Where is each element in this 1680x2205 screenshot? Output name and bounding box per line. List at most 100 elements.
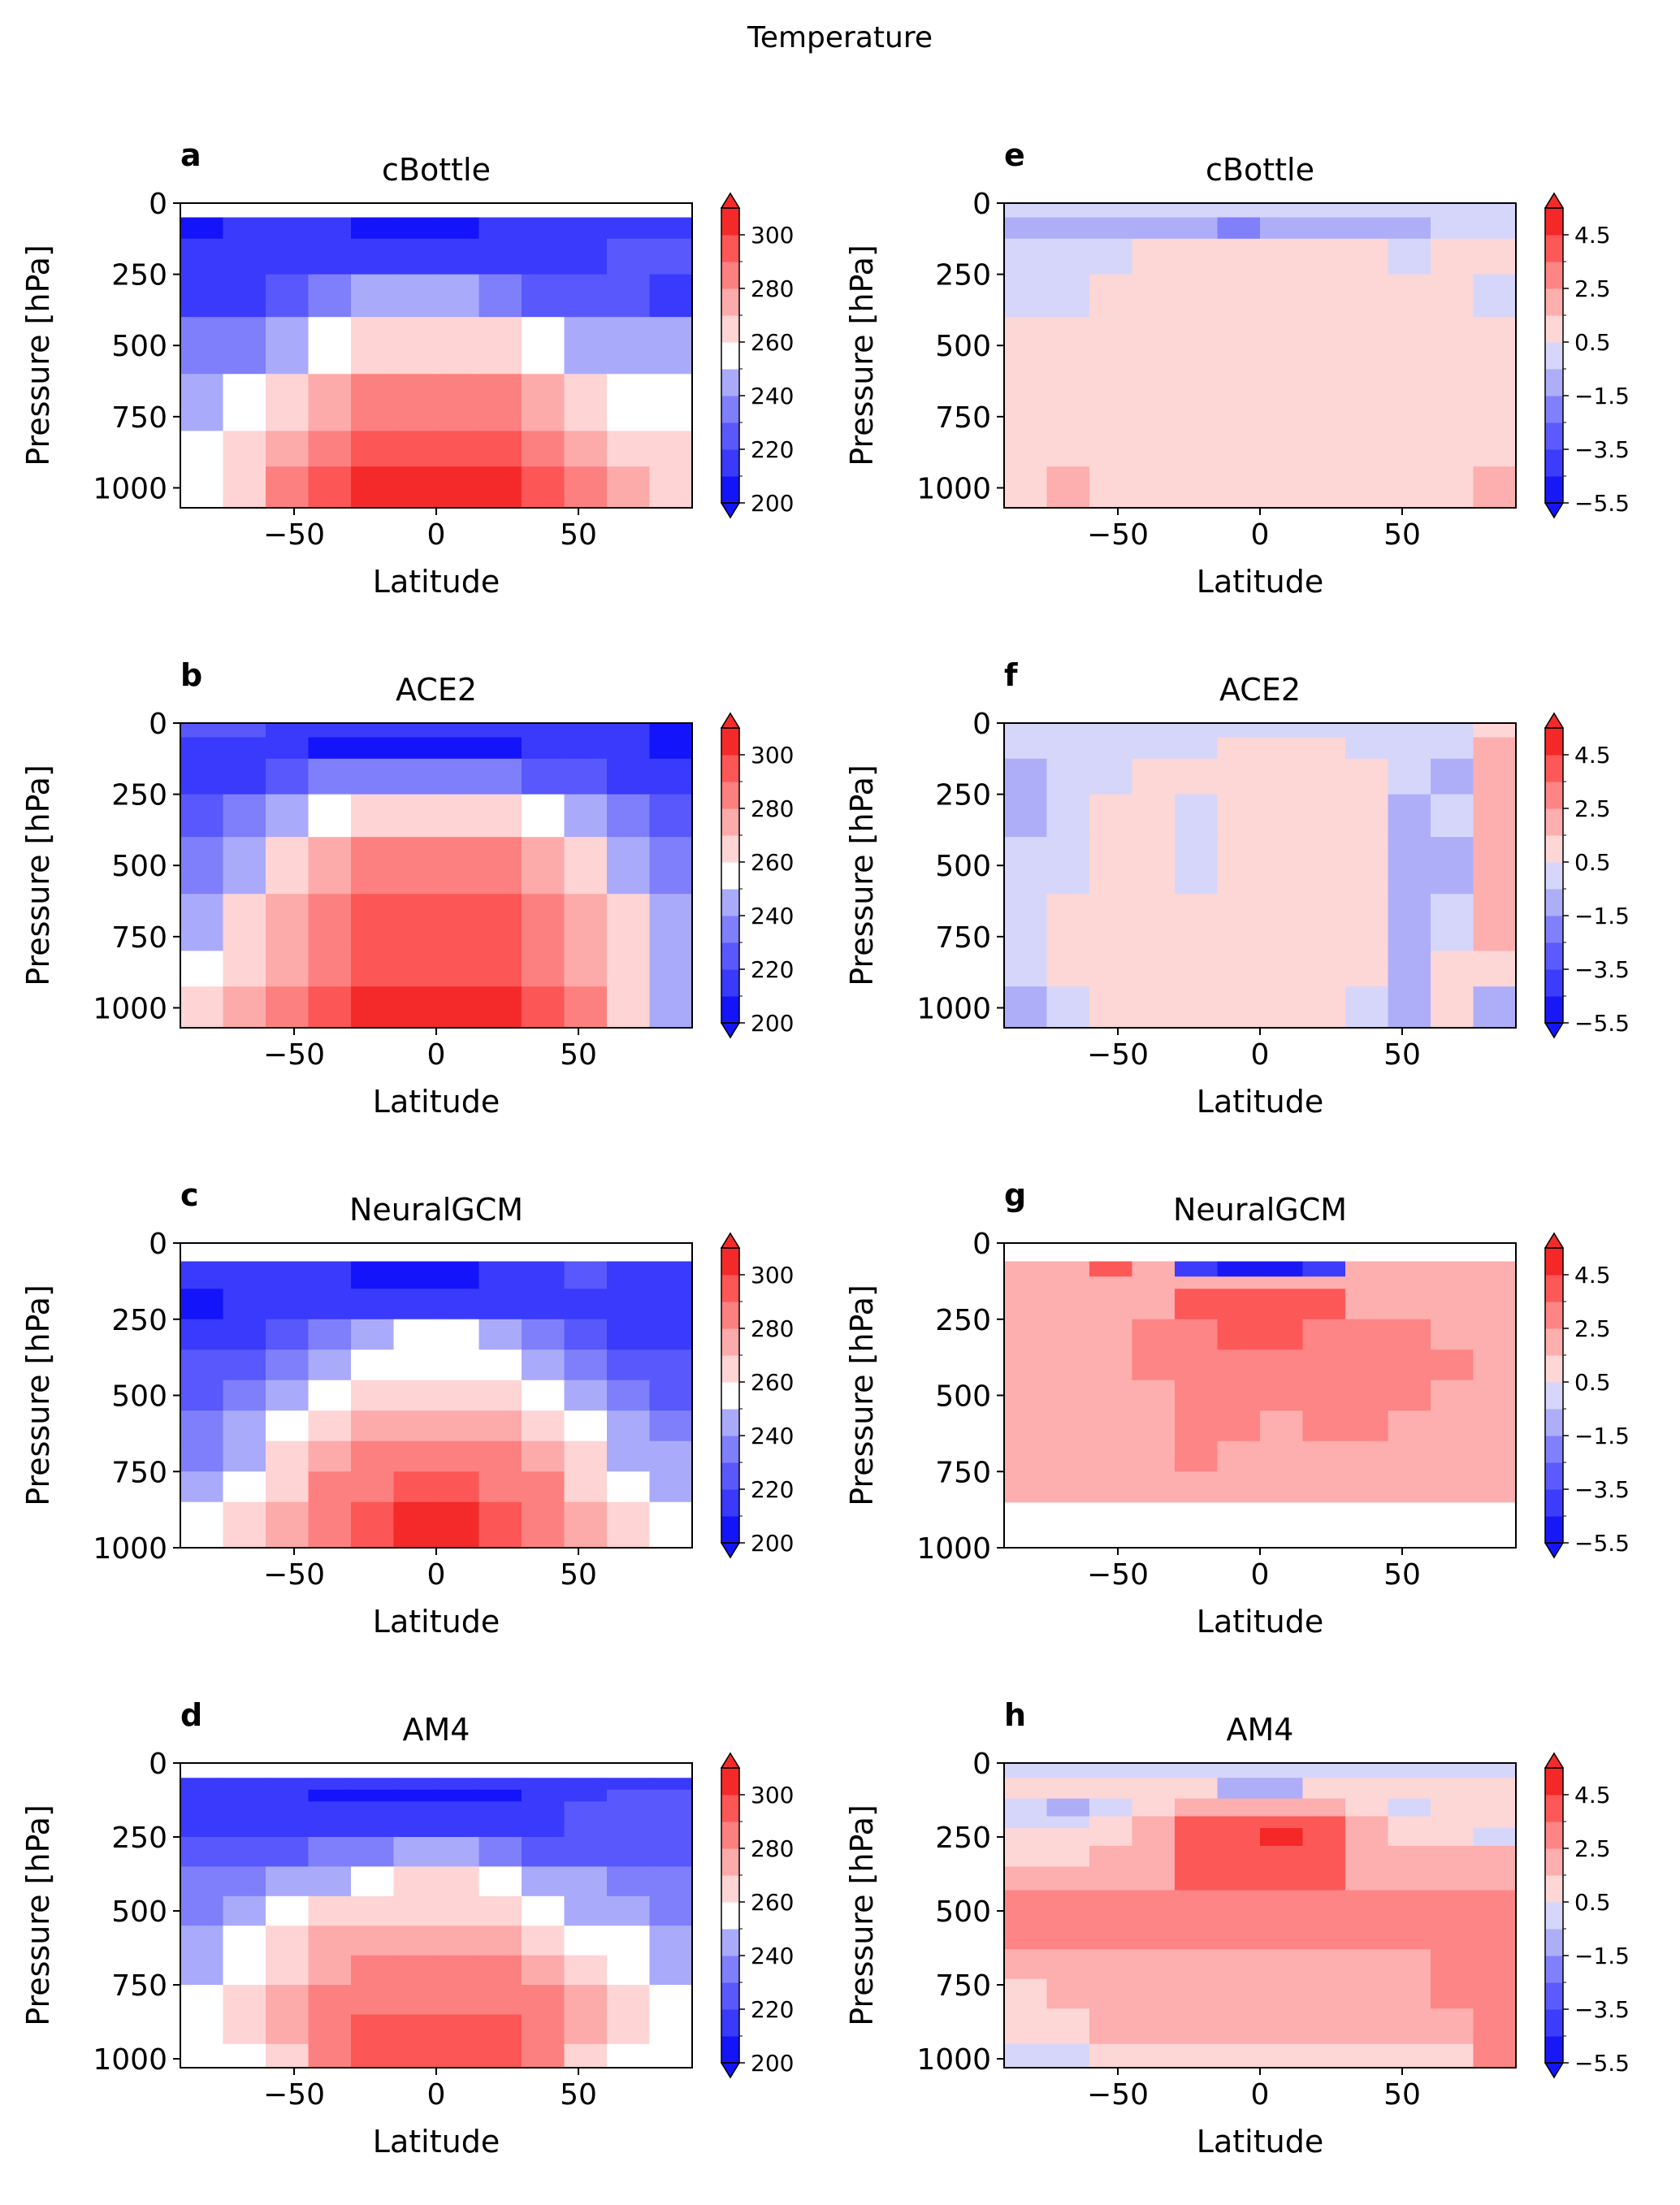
heatmap-cell: [1260, 1798, 1304, 1817]
heatmap-cell: [180, 758, 224, 795]
heatmap-cell: [266, 951, 310, 987]
colorbar-segment: [721, 1489, 739, 1517]
heatmap-cell: [1004, 2043, 1048, 2068]
heatmap-cell: [1388, 1949, 1431, 1980]
heatmap-cell: [351, 431, 395, 467]
heatmap-cell: [1431, 986, 1474, 1028]
heatmap-cell: [308, 1261, 352, 1289]
heatmap-cell: [564, 1289, 608, 1320]
x-tick-label: −50: [1087, 2078, 1149, 2112]
colorbar-segment: [1545, 728, 1563, 756]
heatmap-cell: [1217, 1471, 1261, 1503]
panel-title: NeuralGCM: [1173, 1192, 1347, 1228]
heatmap-cell: [1473, 1978, 1516, 2009]
heatmap-cell: [223, 1926, 266, 1956]
y-tick-label: 750: [111, 401, 167, 435]
heatmap-cell: [1345, 737, 1389, 760]
colorbar-segment: [721, 1982, 739, 2010]
heatmap-cell: [1089, 894, 1133, 951]
heatmap-cell: [223, 1501, 266, 1548]
heatmap-cell: [1217, 794, 1261, 838]
heatmap-cell: [436, 1955, 480, 1986]
heatmap-cell: [223, 238, 266, 275]
heatmap-cell: [351, 238, 395, 275]
heatmap-cell: [1217, 1276, 1261, 1289]
colorbar-frame: [721, 207, 740, 504]
heatmap-cell: [1260, 1349, 1304, 1381]
heatmap-cell: [649, 737, 692, 760]
heatmap-cell: [436, 317, 480, 375]
heatmap-cell: [393, 1319, 437, 1350]
heatmap-cell: [180, 1837, 224, 1868]
colorbar-segment: [1545, 1275, 1563, 1302]
colorbar-segment: [721, 1956, 739, 1983]
heatmap-cell: [393, 1778, 437, 1791]
colorbar-segment: [1545, 1382, 1563, 1410]
heatmap-cell: [1089, 2008, 1133, 2045]
heatmap-cell: [522, 1985, 565, 2016]
heatmap-cell: [1175, 466, 1219, 508]
heatmap-cell: [478, 238, 522, 275]
colorbar-segment: [1545, 449, 1563, 477]
panel-title: AM4: [403, 1712, 470, 1748]
colorbar-segment: [1545, 1248, 1563, 1276]
heatmap-cell: [1175, 1828, 1219, 1847]
heatmap-cell: [478, 1789, 522, 1802]
heatmap-cell: [607, 1801, 651, 1838]
heatmap-cell: [266, 1440, 310, 1472]
heatmap-cell: [478, 217, 522, 240]
heatmap-cell: [351, 1261, 395, 1289]
colorbar-segment: [1545, 1795, 1563, 1822]
heatmap-cell: [351, 1926, 395, 1956]
heatmap-cell: [1260, 1763, 1304, 1778]
colorbar: 200 220 240 260 280 300: [720, 1752, 794, 2079]
heatmap-cell: [223, 1410, 266, 1442]
colorbar-tick-label: 300: [751, 1782, 794, 1809]
heatmap-cell: [522, 1319, 565, 1350]
heatmap-cell: [1046, 274, 1090, 318]
heatmap-cell: [1260, 1289, 1304, 1320]
heatmap-cell: [1046, 837, 1090, 895]
heatmap-cell: [1132, 431, 1176, 467]
panel-title: NeuralGCM: [349, 1192, 523, 1228]
colorbar-extend-top: [1544, 1232, 1565, 1249]
heatmap-cell: [266, 1789, 310, 1802]
colorbar-segment: [1545, 808, 1563, 836]
heatmap-cell: [564, 1985, 608, 2016]
y-tick-label: 1000: [916, 992, 991, 1025]
colorbar-frame: [721, 1767, 740, 2064]
heatmap-cell: [1132, 238, 1176, 275]
heatmap-cell: [351, 203, 395, 219]
heatmap-cell: [478, 374, 522, 431]
heatmap-cell: [1473, 1919, 1516, 1950]
heatmap-cell: [1089, 1440, 1133, 1472]
heatmap-cell: [351, 274, 395, 318]
heatmap-cell: [1004, 431, 1048, 467]
heatmap-cell: [266, 894, 310, 951]
heatmap-cell: [607, 1955, 651, 1986]
heatmap-cell: [1260, 374, 1304, 431]
heatmap-cell: [522, 1440, 565, 1472]
heatmap-cell: [1175, 1798, 1219, 1817]
heatmap-cell: [1175, 1349, 1219, 1381]
heatmap-cell: [1431, 1261, 1474, 1277]
heatmap-cell: [1089, 1276, 1133, 1289]
heatmap-cell: [1345, 374, 1389, 431]
heatmap-cell: [478, 1985, 522, 2016]
heatmap-cell: [308, 317, 352, 375]
panel-title: cBottle: [1206, 152, 1314, 188]
heatmap-cell: [1473, 2008, 1516, 2045]
y-tick-label: 1000: [93, 992, 167, 1025]
panel-letter: a: [180, 137, 201, 173]
heatmap-cell: [1302, 1471, 1346, 1503]
heatmap-cell: [1302, 1890, 1346, 1921]
heatmap-cell: [436, 1837, 480, 1868]
heatmap-cell: [1046, 2008, 1090, 2045]
heatmap-cell: [1004, 1319, 1048, 1350]
heatmap-cell: [1089, 203, 1133, 219]
heatmap-cell: [607, 1380, 651, 1411]
colorbar-tick-label: 220: [751, 436, 794, 463]
heatmap-cell: [223, 203, 266, 219]
heatmap-cell: [351, 794, 395, 838]
heatmap-cell: [308, 951, 352, 987]
